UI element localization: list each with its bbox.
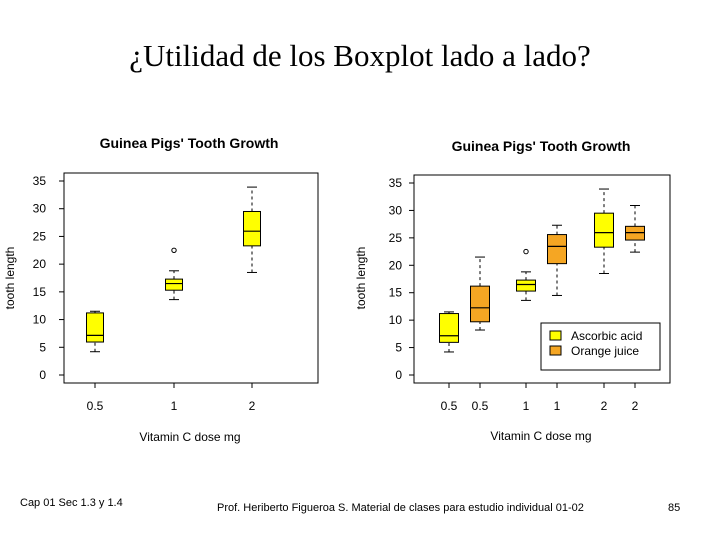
y-tick-label: 20 — [389, 258, 403, 272]
y-tick-label: 30 — [389, 203, 403, 217]
y-tick-label: 25 — [389, 231, 403, 245]
box-iqr — [243, 210, 261, 247]
page-number: 85 — [668, 502, 681, 514]
chart-title: Guinea Pigs' Tooth Growth — [100, 135, 279, 151]
y-axis-label: tooth length — [3, 247, 17, 310]
box-iqr — [165, 278, 183, 291]
y-tick-label: 25 — [33, 229, 47, 243]
footer-chapter-reference: Cap 01 Sec 1.3 y 1.4 — [20, 497, 123, 509]
x-tick-label: 0.5 — [441, 399, 458, 413]
outlier-point — [523, 248, 529, 255]
outlier-point — [171, 247, 177, 253]
y-tick-label: 35 — [389, 176, 403, 190]
legend-swatch — [549, 345, 562, 356]
slide-title: ¿Utilidad de los Boxplot lado a lado? — [129, 38, 591, 73]
box-iqr — [547, 234, 567, 265]
y-tick-label: 15 — [33, 285, 47, 299]
y-tick-label: 10 — [389, 313, 403, 327]
chart-title: Guinea Pigs' Tooth Growth — [452, 138, 631, 154]
y-tick-label: 10 — [33, 313, 47, 327]
box-iqr — [594, 212, 614, 248]
plot-frame — [413, 174, 671, 384]
x-tick-label: 2 — [601, 399, 608, 413]
x-tick-label: 2 — [632, 399, 639, 413]
x-tick-label: 0.5 — [472, 399, 489, 413]
y-axis-label: tooth length — [354, 247, 368, 310]
footer-author-credit: Prof. Heriberto Figueroa S. Material de … — [217, 502, 584, 514]
y-tick-label: 20 — [33, 257, 47, 271]
x-tick-label: 2 — [249, 399, 256, 413]
legend-label: Orange juice — [571, 344, 639, 358]
y-tick-label: 0 — [395, 368, 402, 382]
box-iqr — [86, 312, 104, 343]
legend-swatch — [549, 330, 562, 341]
box-iqr — [516, 279, 536, 292]
x-axis-label: Vitamin C dose mg — [139, 430, 240, 444]
y-tick-label: 35 — [33, 174, 47, 188]
box-iqr — [439, 313, 459, 343]
y-tick-label: 0 — [39, 368, 46, 382]
plot-frame — [63, 172, 319, 384]
legend-label: Ascorbic acid — [571, 329, 642, 343]
x-tick-label: 1 — [523, 399, 530, 413]
y-tick-label: 5 — [39, 340, 46, 354]
y-tick-label: 30 — [33, 202, 47, 216]
x-axis-label: Vitamin C dose mg — [490, 429, 591, 443]
x-tick-label: 1 — [171, 399, 178, 413]
y-tick-label: 5 — [395, 341, 402, 355]
x-tick-label: 0.5 — [87, 399, 104, 413]
x-tick-label: 1 — [554, 399, 561, 413]
box-iqr — [470, 285, 490, 323]
y-tick-label: 15 — [389, 286, 403, 300]
